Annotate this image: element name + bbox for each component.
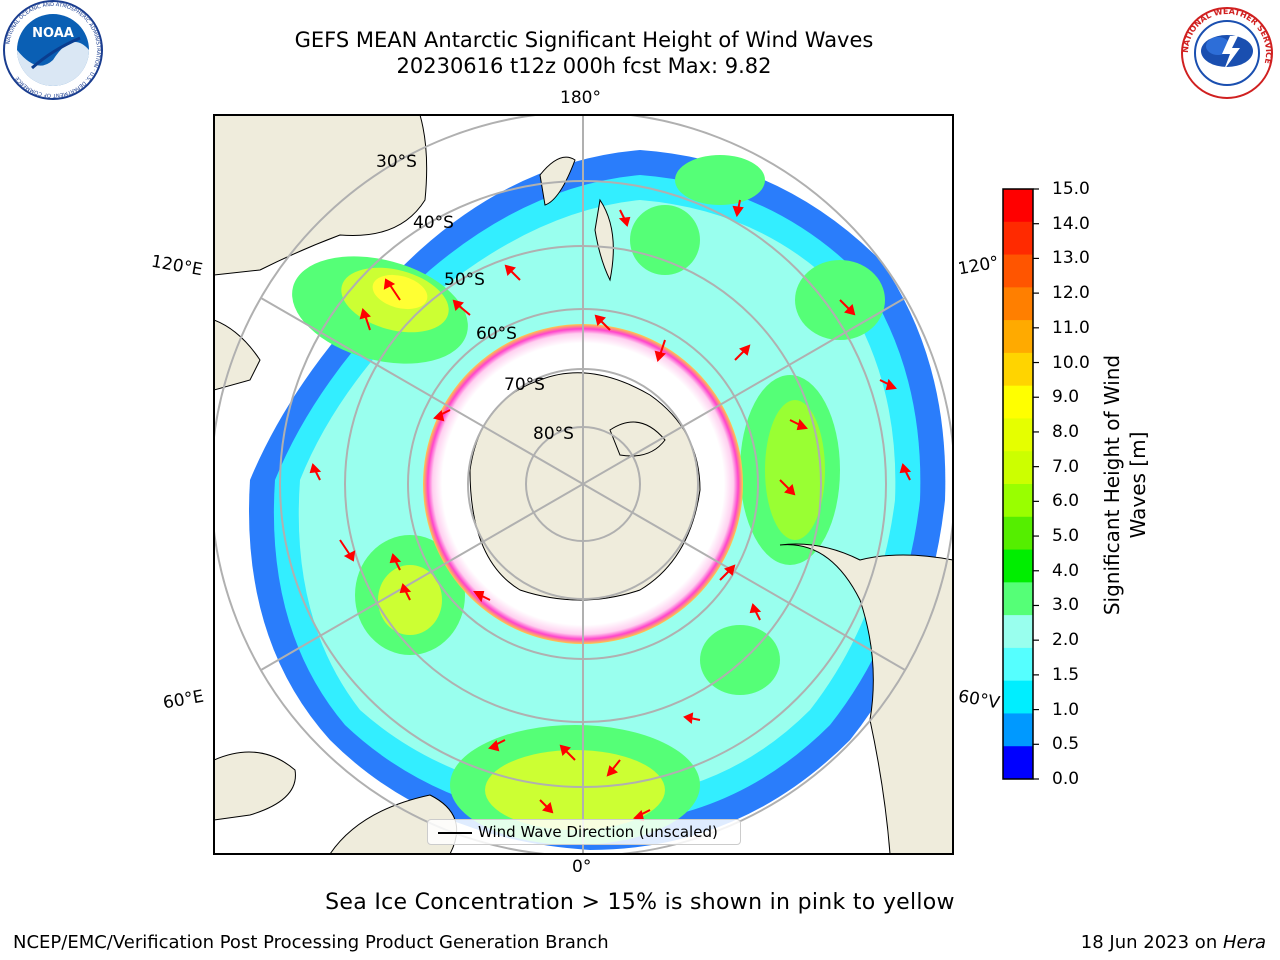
colorbar-swatch (1003, 713, 1033, 747)
colorbar-tick-label: 7.0 (1052, 456, 1080, 477)
colorbar-tick-label: 0.0 (1052, 769, 1080, 789)
lat-label-80s: 80°S (533, 424, 574, 444)
noaa-logo-icon: NOAA NATIONAL OCEANIC AND ATMOSPHERIC AD… (3, 0, 103, 100)
colorbar-tick-label: 4.0 (1052, 560, 1080, 581)
nws-logo-icon: NATIONAL WEATHER SERVICE (1181, 7, 1273, 99)
sea-ice-note: Sea Ice Concentration > 15% is shown in … (325, 890, 955, 915)
map-frame (213, 114, 954, 855)
lat-label-70s: 70°S (504, 375, 545, 395)
colorbar-swatch (1003, 287, 1033, 321)
colorbar-swatch (1003, 254, 1033, 288)
colorbar-swatch (1003, 615, 1033, 649)
colorbar-swatch (1003, 680, 1033, 714)
colorbar-swatch (1003, 189, 1033, 223)
continents (214, 115, 953, 854)
colorbar-tick-label: 1.0 (1052, 699, 1080, 720)
colorbar-tick-label: 1.5 (1052, 664, 1080, 685)
colorbar-tick-label: 15.0 (1052, 179, 1090, 199)
footer-date: 18 Jun 2023 on Hera (1081, 932, 1266, 953)
colorbar-tick-label: 13.0 (1052, 248, 1090, 269)
colorbar-swatch (1003, 516, 1033, 551)
colorbar-swatch (1003, 484, 1033, 518)
colorbar-tick-label: 12.0 (1052, 283, 1090, 304)
footer-machine: Hera (1222, 932, 1266, 953)
colorbar-swatch (1003, 549, 1033, 583)
footer-date-text: 18 Jun 2023 on (1080, 932, 1223, 953)
lat-label-50s: 50°S (444, 270, 485, 290)
colorbar (1002, 188, 1039, 780)
colorbar-tick-label: 5.0 (1052, 526, 1080, 547)
colorbar-tick-label: 0.5 (1052, 734, 1080, 755)
colorbar-tick-label: 3.0 (1052, 595, 1080, 616)
lat-label-40s: 40°S (413, 213, 454, 233)
colorbar-title: Significant Height of Wind Waves [m] (1100, 354, 1150, 616)
colorbar-swatch (1003, 582, 1033, 616)
legend-label: Wind Wave Direction (unscaled) (478, 823, 718, 841)
colorbar-tick-label: 14.0 (1052, 213, 1090, 234)
lon-label-0: 0° (572, 857, 592, 877)
colorbar-swatch (1003, 746, 1033, 780)
lat-label-60s: 60°S (476, 324, 517, 344)
chart-subtitle: 20230616 t12z 000h fcst Max: 9.82 (396, 54, 772, 78)
chart-title: GEFS MEAN Antarctic Significant Height o… (294, 28, 874, 52)
footer-credit: NCEP/EMC/Verification Post Processing Pr… (13, 932, 609, 953)
colorbar-swatch (1003, 647, 1033, 682)
colorbar-frame (1002, 188, 1034, 780)
colorbar-tick-label: 8.0 (1052, 421, 1080, 442)
lon-label-180: 180° (560, 88, 601, 108)
graticule (214, 115, 953, 854)
wind-wave-arrows (309, 199, 912, 822)
legend-line-sample (438, 832, 472, 834)
colorbar-swatch (1003, 385, 1033, 419)
colorbar-tick-label: 10.0 (1052, 352, 1090, 373)
colorbar-tick-label: 6.0 (1052, 491, 1080, 512)
map-legend: Wind Wave Direction (unscaled) (427, 819, 741, 845)
colorbar-swatch (1003, 221, 1033, 256)
colorbar-swatch (1003, 352, 1033, 387)
noaa-logo-text: NOAA (32, 26, 74, 41)
colorbar-swatch (1003, 451, 1033, 485)
lat-label-30s: 30°S (376, 152, 417, 172)
colorbar-tick-label: 9.0 (1052, 387, 1080, 408)
colorbar-swatch (1003, 418, 1033, 452)
colorbar-tick-label: 2.0 (1052, 630, 1080, 651)
colorbar-tick-label: 11.0 (1052, 317, 1090, 338)
colorbar-swatch (1003, 320, 1033, 354)
